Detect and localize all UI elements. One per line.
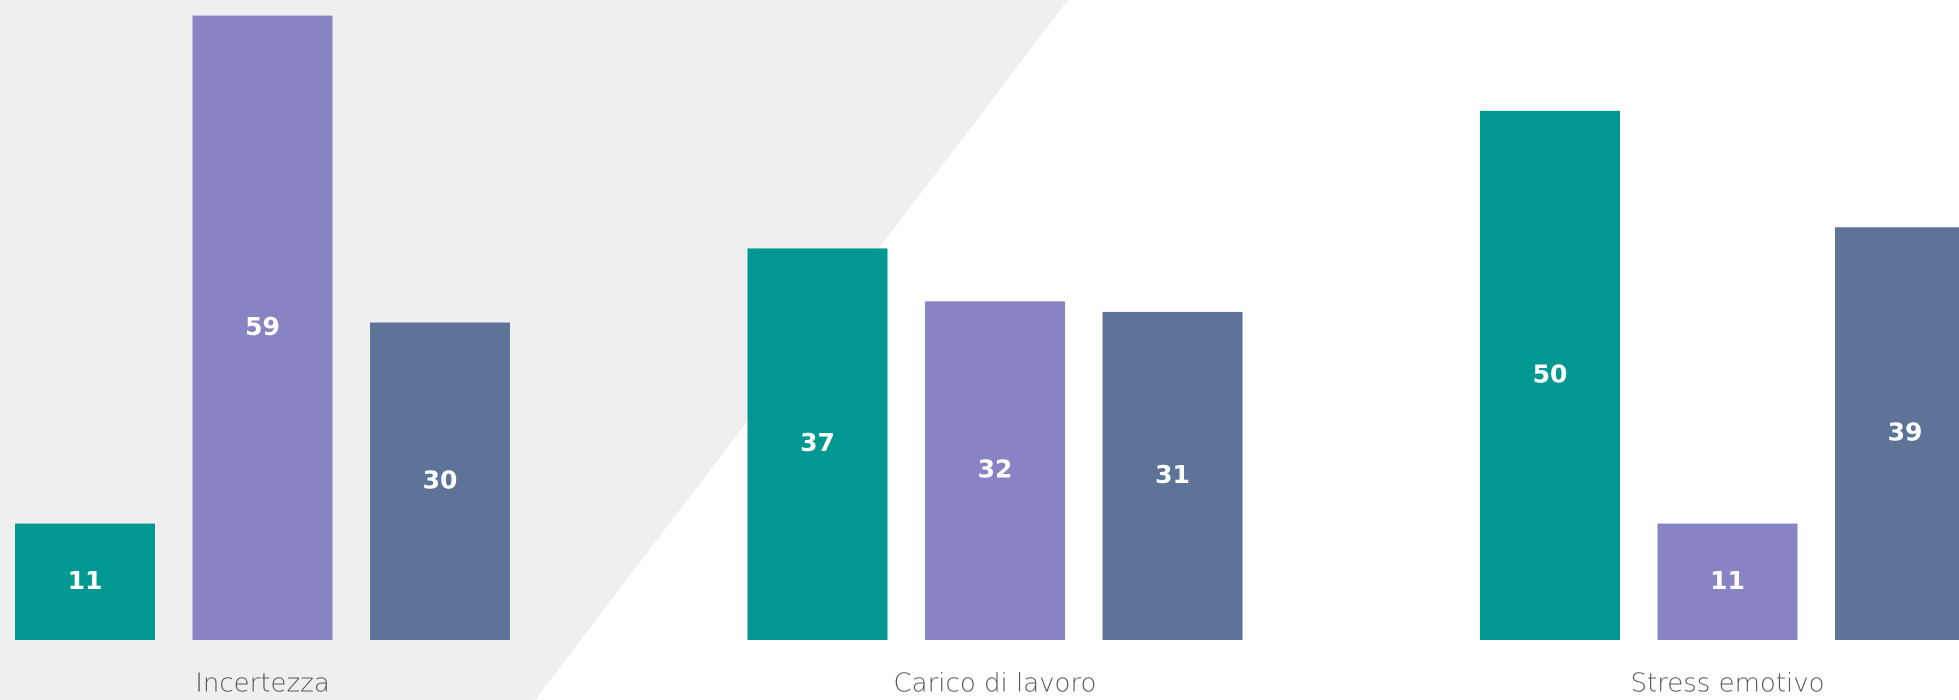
data-label: 30 <box>423 465 458 494</box>
bar <box>1480 110 1620 641</box>
data-label: 11 <box>1710 566 1745 595</box>
bar <box>370 322 510 640</box>
bar <box>925 301 1065 640</box>
x-tick-label: Stress emotivo <box>1630 669 1824 699</box>
data-label: 11 <box>68 566 103 595</box>
bar <box>747 248 888 640</box>
bar <box>192 15 333 641</box>
x-tick-label: Incertezza <box>195 669 330 699</box>
data-label: 37 <box>800 428 835 457</box>
data-label: 32 <box>978 455 1013 484</box>
data-label: 39 <box>1888 418 1923 447</box>
data-label: 31 <box>1155 460 1190 489</box>
x-tick-label: Carico di lavoro <box>894 669 1097 699</box>
bar <box>15 523 155 640</box>
bar <box>1835 227 1959 640</box>
background-shape <box>0 0 1068 700</box>
data-label: 50 <box>1533 359 1568 388</box>
bar <box>1657 523 1798 640</box>
data-label: 59 <box>245 312 280 341</box>
bar <box>1102 311 1243 640</box>
